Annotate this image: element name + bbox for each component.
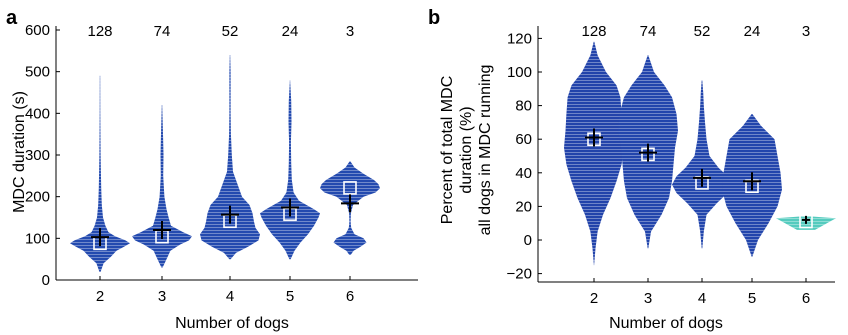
panel-b-ylabel-line3: all dogs in MDC running — [477, 65, 494, 236]
panel-a-axes: 0 100 200 300 400 500 600 2 128 3 74 4 52 5 24 6 3 — [25, 22, 418, 305]
x-tick-label-a: 6 — [346, 288, 354, 305]
count-label-a: 3 — [346, 23, 354, 40]
y-tick-label-a: 500 — [25, 64, 50, 81]
count-label-b: 3 — [802, 23, 810, 40]
panel-b-ylabel-line2: duration (%) — [458, 106, 475, 193]
mean-marker-b-4 — [693, 168, 711, 187]
count-label-b: 128 — [581, 23, 606, 40]
y-tick-label-a: 400 — [25, 105, 50, 122]
y-tick-label-b: 40 — [515, 165, 532, 182]
count-label-a: 128 — [87, 23, 112, 40]
x-tick-label-a: 2 — [96, 288, 104, 305]
violin-texture-a-5 — [260, 80, 320, 260]
median-marker-b-6 — [799, 214, 813, 229]
panel-a-xlabel: Number of dogs — [175, 315, 289, 332]
y-tick-label-a: 200 — [25, 189, 50, 206]
y-tick-label-b: 120 — [507, 30, 532, 47]
panel-b-axes: −20 0 20 40 60 80 100 120 2 128 3 74 4 52 5 24 6 3 — [507, 23, 835, 307]
x-tick-label-b: 3 — [644, 290, 652, 307]
panel-b-label: b — [428, 7, 440, 29]
y-tick-label-a: 0 — [42, 272, 50, 289]
violin-texture-b-2 — [564, 41, 624, 266]
panel-b-xlabel: Number of dogs — [609, 315, 723, 332]
panel-b-ylabel-line1: Percent of total MDC — [439, 76, 456, 225]
y-tick-label-b: −20 — [507, 266, 532, 283]
mean-marker-a-5 — [281, 198, 299, 217]
mean-marker-b-2 — [585, 128, 603, 147]
count-label-b: 52 — [694, 23, 711, 40]
panel-a-violins — [70, 55, 380, 272]
x-tick-label-b: 5 — [748, 290, 756, 307]
panel-b-violins — [564, 41, 836, 266]
panel-b: b −20 0 20 40 60 80 100 120 2 128 3 74 4 52 5 24 6 3 Numb… — [428, 7, 836, 332]
panel-a-markers — [91, 181, 359, 251]
y-tick-label-b: 100 — [507, 64, 532, 81]
violin-texture-b-4 — [672, 80, 732, 249]
x-tick-label-b: 4 — [698, 290, 706, 307]
mean-marker-a-2 — [91, 228, 109, 247]
x-tick-label-b: 2 — [590, 290, 598, 307]
y-tick-label-a: 300 — [25, 147, 50, 164]
x-tick-label-a: 3 — [158, 288, 166, 305]
violin-texture-a-4 — [200, 55, 260, 260]
count-label-a: 74 — [154, 23, 171, 40]
count-label-a: 52 — [222, 23, 239, 40]
y-tick-label-a: 600 — [25, 22, 50, 39]
mean-marker-b-6 — [802, 215, 810, 224]
y-tick-label-a: 100 — [25, 230, 50, 247]
y-tick-label-b: 80 — [515, 98, 532, 115]
y-tick-label-b: 0 — [524, 232, 532, 249]
y-tick-label-b: 60 — [515, 131, 532, 148]
x-tick-label-b: 6 — [802, 290, 810, 307]
x-tick-label-a: 4 — [226, 288, 234, 305]
violin-texture-a-3 — [132, 105, 192, 268]
x-tick-label-a: 5 — [286, 288, 294, 305]
mean-marker-a-4 — [221, 205, 239, 224]
median-marker-a-6 — [343, 181, 357, 195]
count-label-b: 24 — [744, 23, 761, 40]
panel-b-ylabel: Percent of total MDC duration (%) all do… — [439, 65, 494, 236]
mean-marker-b-3 — [639, 143, 657, 162]
panel-a-label: a — [6, 7, 18, 29]
y-tick-label-b: 20 — [515, 198, 532, 215]
violin-texture-a-2 — [70, 75, 130, 272]
panel-b-markers — [585, 128, 813, 229]
mean-marker-b-5 — [743, 172, 761, 191]
mean-marker-a-6 — [341, 194, 359, 213]
mean-marker-a-3 — [153, 221, 171, 239]
count-label-b: 74 — [640, 23, 657, 40]
count-label-a: 24 — [282, 23, 299, 40]
panel-a-ylabel: MDC duration (s) — [11, 91, 28, 213]
panel-a: a 0 100 200 300 400 500 600 2 128 3 74 4 52 5 24 6 3 Num… — [6, 7, 418, 332]
